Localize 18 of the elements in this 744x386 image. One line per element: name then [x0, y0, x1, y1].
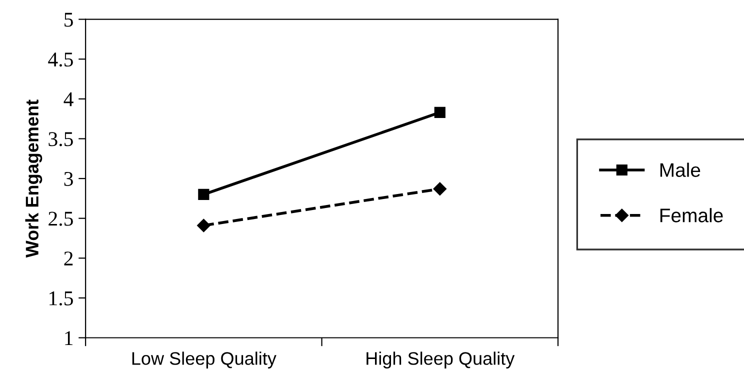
x-tick-label: Low Sleep Quality [132, 352, 276, 368]
point [433, 182, 446, 196]
y-tick-label: 4.5 [48, 52, 73, 67]
y-tick-label: 4 [64, 92, 74, 106]
y-tick-label: 3 [64, 172, 73, 186]
point [434, 106, 446, 118]
y-tick-label: 2 [64, 252, 73, 266]
y-tick-label: 5 [64, 12, 73, 27]
y-axis-title: Work Engagement [25, 100, 42, 258]
legend-label: Male [660, 162, 700, 177]
point [197, 218, 210, 232]
x-tick-label: High Sleep Quality [366, 352, 515, 368]
y-tick-label: 1 [65, 331, 73, 345]
legend-label: Female [660, 208, 723, 222]
y-tick-label: 3.5 [48, 132, 73, 146]
y-tick-label: 2.5 [48, 212, 73, 226]
y-tick-label: 1.5 [50, 291, 73, 306]
point [198, 188, 210, 200]
